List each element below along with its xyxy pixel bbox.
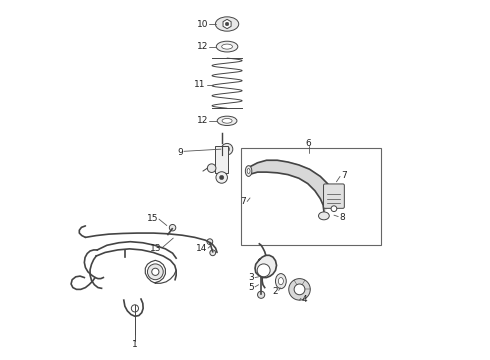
Circle shape bbox=[294, 284, 305, 295]
Text: 5: 5 bbox=[248, 283, 254, 292]
Bar bbox=[242, 148, 381, 244]
Circle shape bbox=[224, 147, 230, 152]
Text: 3: 3 bbox=[248, 273, 254, 282]
Bar bbox=[215, 146, 228, 173]
Text: 7: 7 bbox=[241, 197, 246, 206]
Circle shape bbox=[170, 225, 176, 231]
Ellipse shape bbox=[217, 116, 237, 126]
FancyBboxPatch shape bbox=[323, 184, 344, 208]
Text: 6: 6 bbox=[306, 139, 312, 148]
Circle shape bbox=[131, 305, 139, 312]
Ellipse shape bbox=[278, 278, 283, 285]
Text: 10: 10 bbox=[196, 19, 208, 28]
Text: 7: 7 bbox=[341, 171, 347, 180]
Ellipse shape bbox=[245, 166, 252, 176]
Text: 9: 9 bbox=[177, 148, 183, 157]
Text: 12: 12 bbox=[196, 116, 208, 125]
Circle shape bbox=[220, 175, 224, 180]
Polygon shape bbox=[223, 19, 231, 29]
Ellipse shape bbox=[216, 17, 239, 31]
Circle shape bbox=[225, 22, 229, 26]
Ellipse shape bbox=[221, 44, 232, 49]
Circle shape bbox=[210, 250, 216, 256]
Ellipse shape bbox=[275, 274, 286, 289]
Text: 12: 12 bbox=[196, 42, 208, 51]
Circle shape bbox=[207, 164, 216, 172]
Circle shape bbox=[331, 206, 337, 212]
Text: 2: 2 bbox=[272, 287, 278, 296]
Circle shape bbox=[258, 291, 265, 298]
Text: 11: 11 bbox=[194, 81, 205, 90]
Text: 14: 14 bbox=[196, 244, 207, 253]
Ellipse shape bbox=[216, 41, 238, 52]
Circle shape bbox=[221, 143, 233, 155]
Circle shape bbox=[257, 264, 270, 277]
Circle shape bbox=[289, 279, 310, 300]
Polygon shape bbox=[255, 255, 276, 278]
Ellipse shape bbox=[247, 168, 250, 174]
Polygon shape bbox=[248, 160, 335, 212]
Ellipse shape bbox=[222, 118, 232, 123]
Circle shape bbox=[152, 268, 159, 275]
Circle shape bbox=[147, 264, 163, 280]
Text: 8: 8 bbox=[339, 213, 344, 222]
Text: 1: 1 bbox=[132, 340, 138, 349]
Text: 15: 15 bbox=[147, 214, 158, 223]
Circle shape bbox=[216, 172, 227, 183]
Text: 13: 13 bbox=[150, 244, 162, 253]
Circle shape bbox=[207, 239, 213, 244]
Ellipse shape bbox=[318, 212, 329, 220]
Text: 4: 4 bbox=[302, 294, 307, 303]
